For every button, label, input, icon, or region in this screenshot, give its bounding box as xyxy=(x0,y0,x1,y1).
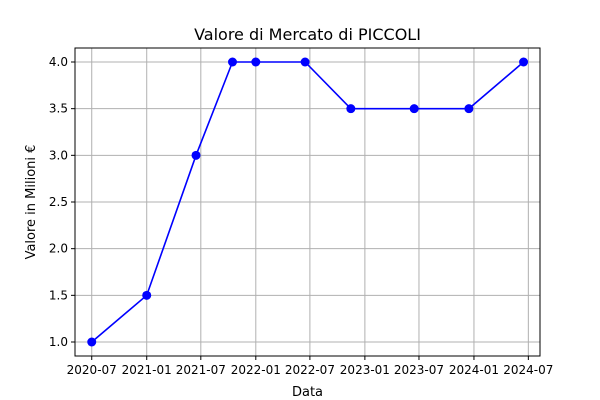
y-tick-label: 3.0 xyxy=(49,148,68,162)
y-axis-ticks: 1.0 1.5 2.0 2.5 3.0 3.5 4.0 xyxy=(49,55,75,349)
y-tick-label: 3.5 xyxy=(49,102,68,116)
data-point xyxy=(346,104,356,114)
y-tick-label: 4.0 xyxy=(49,55,68,69)
x-tick-label: 2023-07 xyxy=(394,363,444,377)
y-tick-label: 2.0 xyxy=(49,242,68,256)
series-line xyxy=(91,61,525,343)
data-point xyxy=(464,104,474,114)
series-layer xyxy=(87,57,529,347)
chart-title: Valore di Mercato di PICCOLI xyxy=(194,25,421,44)
data-point xyxy=(251,57,261,67)
x-axis-label: Data xyxy=(292,385,323,400)
data-point xyxy=(409,104,419,114)
data-point xyxy=(87,337,97,347)
y-tick-label: 1.0 xyxy=(49,335,68,349)
y-tick-label: 2.5 xyxy=(49,195,68,209)
grid-lines xyxy=(75,48,540,356)
data-point xyxy=(191,150,201,160)
x-tick-label: 2022-07 xyxy=(285,363,335,377)
data-point xyxy=(227,57,237,67)
x-axis-ticks: 2020-07 2021-01 2021-07 2022-01 2022-07 2023-… xyxy=(67,356,553,377)
data-point xyxy=(519,57,529,67)
x-tick-label: 2023-01 xyxy=(340,363,390,377)
x-tick-label: 2021-07 xyxy=(176,363,226,377)
data-point xyxy=(300,57,310,67)
x-tick-label: 2024-07 xyxy=(503,363,553,377)
x-tick-label: 2024-01 xyxy=(449,363,499,377)
y-tick-label: 1.5 xyxy=(49,288,68,302)
x-tick-label: 2022-01 xyxy=(231,363,281,377)
y-axis-label: Valore in Milioni € xyxy=(24,145,39,260)
plot-frame xyxy=(74,47,541,357)
x-tick-label: 2021-01 xyxy=(122,363,172,377)
data-point xyxy=(142,290,152,300)
x-tick-label: 2020-07 xyxy=(67,363,117,377)
